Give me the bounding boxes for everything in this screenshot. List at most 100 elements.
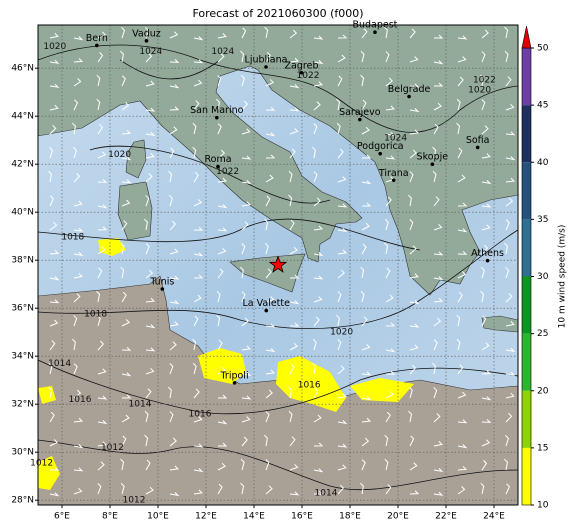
wind-barb bbox=[433, 297, 444, 303]
wind-barb bbox=[481, 315, 487, 327]
wind-barb bbox=[145, 195, 150, 207]
wind-barb bbox=[121, 346, 132, 351]
wind-barb bbox=[384, 218, 389, 231]
wind-barb bbox=[409, 129, 419, 135]
wind-barb bbox=[360, 290, 365, 303]
wind-barb bbox=[289, 219, 295, 231]
wind-barb bbox=[409, 56, 419, 63]
wind-barb bbox=[361, 28, 368, 39]
wind-barb bbox=[217, 394, 228, 399]
wind-barb bbox=[217, 204, 228, 209]
wind-barb bbox=[241, 100, 249, 111]
wind-barb bbox=[265, 106, 276, 111]
wind-barb bbox=[49, 340, 56, 351]
wind-barb bbox=[49, 59, 60, 64]
wind-barb bbox=[169, 299, 180, 305]
wind-barb bbox=[481, 439, 491, 447]
wind-barb bbox=[361, 243, 367, 255]
lon-tick-label: 10°E bbox=[147, 512, 169, 522]
wind-barb bbox=[192, 146, 197, 159]
isobar-label: 1016 bbox=[189, 409, 212, 419]
city-label: Podgorica bbox=[357, 141, 404, 152]
wind-barb bbox=[241, 179, 252, 185]
wind-barb bbox=[457, 419, 468, 424]
wind-barb bbox=[288, 194, 293, 207]
wind-barb bbox=[457, 465, 468, 471]
wind-barb bbox=[336, 314, 340, 327]
wind-barb bbox=[73, 293, 81, 303]
wind-barb bbox=[121, 179, 132, 184]
wind-barb bbox=[48, 386, 53, 399]
wind-barb bbox=[504, 50, 509, 63]
wind-barb bbox=[169, 492, 180, 497]
wind-barb bbox=[169, 465, 179, 471]
wind-barb bbox=[265, 296, 275, 303]
wind-barb bbox=[145, 131, 156, 136]
wind-barb bbox=[73, 200, 83, 207]
wind-barb bbox=[481, 153, 491, 159]
wind-barb bbox=[145, 153, 155, 159]
wind-barb bbox=[241, 201, 251, 207]
wind-barb bbox=[312, 146, 316, 159]
wind-barb bbox=[337, 443, 348, 448]
wind-barb bbox=[360, 74, 365, 87]
colorbar-segment bbox=[522, 333, 531, 391]
wind-barb bbox=[265, 348, 276, 353]
wind-barb bbox=[121, 156, 132, 161]
wind-barb bbox=[72, 122, 76, 135]
wind-barb bbox=[457, 56, 467, 63]
wind-barb bbox=[433, 34, 444, 39]
map-title: Forecast of 2021060300 (f000) bbox=[192, 7, 363, 20]
wind-barb bbox=[217, 366, 226, 375]
wind-barb bbox=[313, 296, 323, 303]
wind-barb bbox=[289, 322, 300, 327]
wind-barb bbox=[97, 31, 107, 39]
wind-barb bbox=[97, 483, 102, 495]
wind-barb bbox=[288, 410, 293, 423]
isobar-label: 1018 bbox=[84, 309, 107, 319]
wind-barb bbox=[121, 372, 132, 377]
colorbar-tick-label: 25 bbox=[537, 329, 548, 339]
wind-barb bbox=[97, 178, 108, 183]
wind-barb bbox=[432, 170, 437, 183]
wind-barb bbox=[361, 180, 372, 185]
wind-barb bbox=[264, 434, 268, 447]
wind-barb bbox=[457, 486, 466, 495]
wind-barb bbox=[73, 78, 82, 87]
wind-barb bbox=[49, 249, 60, 255]
wind-barb bbox=[409, 273, 419, 279]
wind-barb bbox=[265, 459, 270, 471]
wind-barb bbox=[97, 441, 107, 447]
wind-barb bbox=[49, 319, 59, 327]
wind-barb bbox=[97, 204, 108, 209]
city-label: Tunis bbox=[149, 277, 174, 288]
wind-barb bbox=[505, 76, 512, 87]
wind-barb bbox=[288, 386, 293, 399]
wind-barb bbox=[337, 203, 348, 208]
wind-barb bbox=[168, 170, 172, 183]
city-dot bbox=[144, 39, 149, 43]
wind-barb bbox=[169, 248, 179, 255]
wind-barb bbox=[480, 266, 485, 279]
wind-barb bbox=[97, 226, 108, 231]
wind-barb bbox=[265, 154, 276, 159]
wind-barb bbox=[121, 129, 132, 135]
wind-barb bbox=[505, 347, 516, 352]
wind-barb bbox=[217, 442, 228, 447]
wind-barb bbox=[433, 317, 442, 327]
wind-barb bbox=[72, 338, 76, 351]
wind-barb bbox=[433, 102, 442, 111]
wind-barb bbox=[505, 483, 511, 495]
wind-barb bbox=[192, 362, 197, 375]
wind-barb bbox=[217, 339, 223, 351]
wind-barb bbox=[73, 227, 84, 232]
wind-barb bbox=[265, 268, 272, 279]
wind-barb bbox=[312, 338, 317, 351]
wind-barb bbox=[313, 387, 319, 399]
wind-barb bbox=[361, 437, 370, 447]
wind-barb bbox=[193, 252, 204, 257]
wind-barb bbox=[193, 443, 204, 448]
wind-barb bbox=[360, 482, 364, 495]
wind-barb bbox=[313, 468, 324, 473]
city-label: Tirana bbox=[378, 168, 409, 179]
